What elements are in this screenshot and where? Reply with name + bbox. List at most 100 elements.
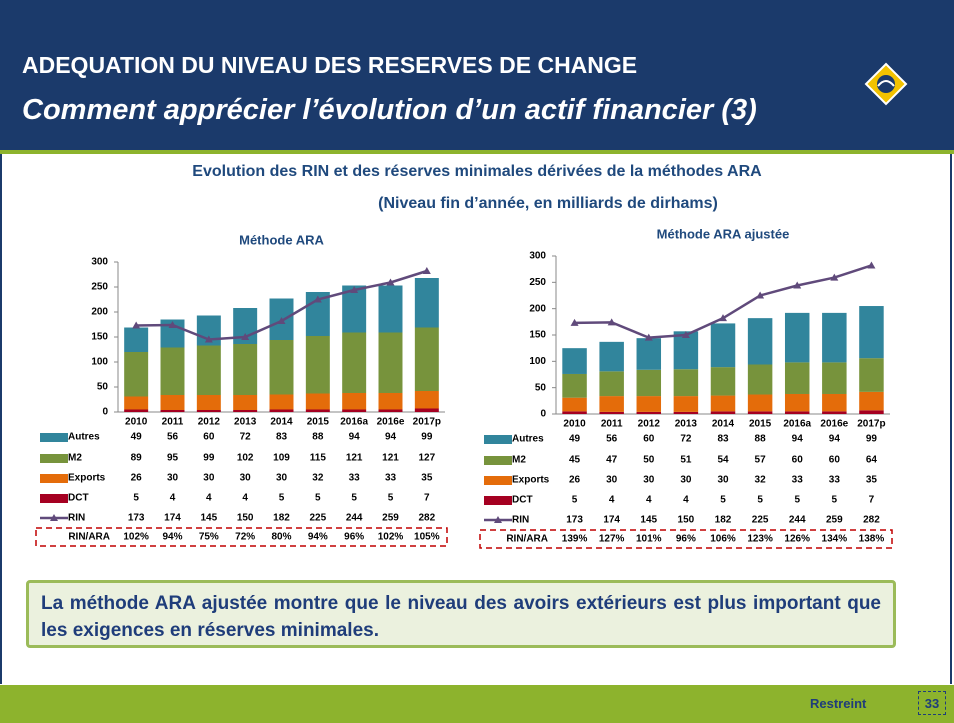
x-tick-label: 2012: [638, 419, 661, 430]
table-value: 145: [640, 515, 657, 526]
table-value: 32: [312, 473, 324, 484]
table-value: 60: [792, 455, 804, 466]
bar-segment: [822, 411, 847, 414]
bar-segment: [196, 395, 221, 410]
bar-segment: [822, 362, 847, 394]
table-value: 121: [382, 453, 399, 464]
table-value: 174: [164, 513, 181, 524]
table-value: 7: [424, 493, 430, 504]
table-value: 83: [276, 432, 288, 443]
x-tick-label: 2016e: [377, 417, 405, 428]
table-value: 32: [755, 475, 767, 486]
subtitle: Comment apprécier l’évolution d’un actif…: [22, 94, 757, 126]
bar-segment: [747, 411, 773, 414]
table-value: 88: [312, 432, 324, 443]
ratio-value: 96%: [676, 534, 696, 545]
table-value: 88: [755, 434, 767, 445]
table-value: 99: [203, 453, 215, 464]
legend-label: RIN: [68, 513, 85, 524]
bar-segment: [710, 367, 736, 396]
legend-symbol: [494, 516, 502, 523]
table-value: 173: [128, 513, 145, 524]
ratio-box: [35, 527, 448, 547]
table-value: 182: [273, 513, 290, 524]
bar-segment: [599, 341, 624, 372]
bar-segment: [859, 410, 884, 414]
table-value: 244: [346, 513, 363, 524]
y-tick-label: 0: [540, 409, 546, 420]
table-value: 4: [170, 493, 176, 504]
bar-segment: [747, 364, 773, 395]
table-value: 182: [715, 515, 732, 526]
table-value: 150: [678, 515, 695, 526]
bar-segment: [784, 411, 810, 414]
ratio-value: 102%: [378, 532, 404, 543]
bar-segment: [636, 396, 662, 412]
table-value: 30: [240, 473, 252, 484]
classification: Restreint: [810, 696, 867, 711]
table-value: 94: [829, 434, 841, 445]
table-value: 5: [757, 495, 763, 506]
heading: Evolution des RIN et des réserves minima…: [192, 163, 762, 180]
ratio-value: 134%: [822, 534, 848, 545]
y-tick-label: 150: [529, 330, 546, 341]
x-tick-label: 2017p: [857, 419, 885, 430]
table-value: 4: [609, 495, 615, 506]
ratio-value: 102%: [123, 532, 149, 543]
line-marker: [867, 261, 876, 269]
bar-segment: [673, 369, 699, 397]
table-value: 30: [606, 475, 618, 486]
bar-segment: [673, 396, 699, 412]
table-value: 5: [388, 493, 394, 504]
table-value: 30: [276, 473, 288, 484]
table-value: 150: [237, 513, 254, 524]
table-value: 26: [131, 473, 143, 484]
table-value: 57: [755, 455, 767, 466]
y-tick-label: 200: [529, 303, 546, 314]
ratio-box: [479, 529, 893, 549]
y-tick-label: 250: [529, 277, 546, 288]
legend-label: DCT: [68, 493, 89, 504]
table-value: 45: [569, 455, 581, 466]
line-marker: [681, 331, 690, 338]
line-marker: [204, 335, 213, 343]
table-value: 49: [131, 432, 143, 443]
bar-segment: [784, 393, 810, 412]
title: ADEQUATION DU NIVEAU DES RESERVES DE CHA…: [22, 52, 638, 78]
table-value: 7: [869, 495, 875, 506]
bar-segment: [562, 411, 587, 414]
bar-segment: [414, 278, 439, 328]
table-value: 30: [167, 473, 179, 484]
ratio-label: RIN/ARA: [506, 534, 548, 545]
table-value: 30: [717, 475, 729, 486]
table-value: 5: [832, 495, 838, 506]
table-value: 4: [646, 495, 652, 506]
table-value: 4: [683, 495, 689, 506]
table-value: 83: [717, 434, 729, 445]
table-value: 60: [829, 455, 841, 466]
bar-segment: [636, 369, 662, 397]
x-tick-label: 2014: [712, 419, 735, 430]
table-value: 102: [237, 453, 254, 464]
bar-segment: [305, 409, 330, 412]
table-value: 49: [569, 434, 581, 445]
bar-segment: [822, 393, 847, 412]
table-value: 4: [242, 493, 248, 504]
x-tick-label: 2016a: [783, 419, 811, 430]
bar-segment: [710, 323, 736, 368]
legend-symbol: [484, 476, 512, 485]
conclusion: La méthode ARA ajustée montre que le niv…: [26, 580, 896, 648]
table-value: 99: [866, 434, 878, 445]
table-value: 47: [606, 455, 618, 466]
table-value: 51: [680, 455, 692, 466]
table-value: 5: [572, 495, 578, 506]
bar-segment: [305, 336, 330, 394]
x-tick-label: 2011: [601, 419, 623, 430]
x-tick-label: 2010: [563, 419, 586, 430]
ratio-value: 106%: [710, 534, 736, 545]
bar-segment: [160, 395, 185, 410]
table-value: 94: [792, 434, 804, 445]
line-marker: [277, 317, 286, 324]
